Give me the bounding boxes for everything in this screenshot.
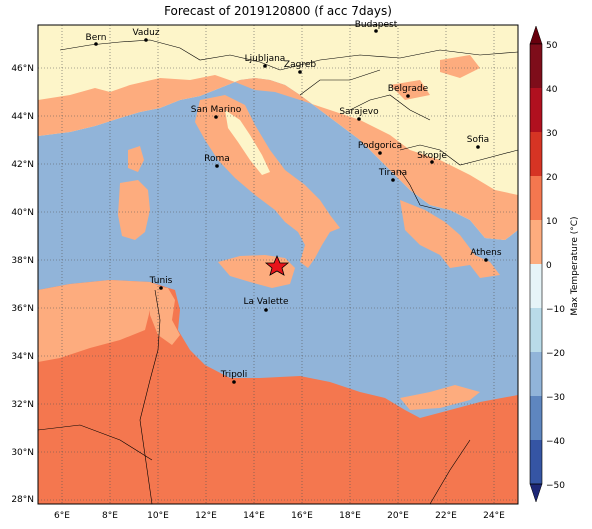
graticule (38, 25, 518, 504)
city-dot (374, 29, 378, 33)
colorbar-segment (530, 352, 542, 396)
lon-tick: 18°E (339, 511, 361, 521)
city-dot (159, 286, 163, 290)
balkan-warm-patch (440, 55, 480, 78)
colorbar-segment (530, 264, 542, 308)
city-label: Sarajevo (339, 107, 379, 117)
colorbar-tick: 50 (546, 41, 558, 51)
lon-tick: 6°E (54, 511, 70, 521)
city-label: San Marino (191, 105, 242, 115)
colorbar-segment (530, 440, 542, 484)
map-frame (37, 24, 519, 505)
africa-coastal-band (38, 280, 165, 362)
greece-warm (400, 200, 500, 278)
lon-axis: 6°E 8°E 10°E 12°E 14°E 16°E 18°E 20°E 22… (54, 511, 505, 521)
city-label: Podgorica (358, 141, 402, 151)
city-dot (144, 38, 148, 42)
city-label: Ljubljana (245, 54, 286, 64)
lat-tick: 38°N (11, 256, 34, 266)
colorbar: 50 40 30 20 10 0 −10 −20 −30 −40 −50 Max… (529, 25, 580, 503)
colorbar-segment (530, 176, 542, 220)
lat-axis: 46°N 44°N 42°N 40°N 38°N 36°N 34°N 32°N … (11, 64, 34, 505)
city-label: Tunis (149, 276, 173, 286)
colorbar-tick: −50 (546, 481, 565, 491)
lat-tick: 34°N (11, 352, 34, 362)
city-dot (406, 94, 410, 98)
city-label: Tripoli (220, 370, 248, 380)
city-dot (264, 308, 268, 312)
colorbar-tick: 40 (546, 85, 558, 95)
lon-tick: 12°E (195, 511, 217, 521)
colorbar-tick: 10 (546, 217, 558, 227)
colorbar-segment (530, 308, 542, 352)
colorbar-segment (530, 88, 542, 132)
lon-tick: 14°E (243, 511, 265, 521)
city-dot (357, 117, 361, 121)
colorbar-frame (529, 43, 543, 485)
lat-tick: 28°N (11, 495, 34, 505)
colorbar-segment (530, 132, 542, 176)
city-dot (263, 64, 267, 68)
city-dot (298, 70, 302, 74)
lat-tick: 40°N (11, 208, 34, 218)
city-label: Sofia (467, 135, 489, 145)
city-label: Skopje (417, 151, 447, 161)
europe-warm-band (38, 75, 518, 240)
lon-tick: 8°E (102, 511, 118, 521)
apennine-cool (225, 110, 270, 175)
city-dot (484, 258, 488, 262)
city-dot (215, 164, 219, 168)
tunisia-coast-band (150, 285, 180, 345)
colorbar-tick: −20 (546, 349, 565, 359)
lat-tick: 36°N (11, 304, 34, 314)
city-label: Roma (204, 154, 230, 164)
city-label: Bern (86, 33, 107, 43)
city-label: Tirana (378, 168, 407, 178)
map-title: Forecast of 2019120800 (f acc 7days) (164, 4, 392, 18)
city-label: La Valette (244, 297, 289, 307)
city-dot (214, 115, 218, 119)
city-dot (476, 145, 480, 149)
lon-tick: 20°E (387, 511, 409, 521)
city-label: Zagreb (284, 60, 316, 70)
lat-tick: 30°N (11, 448, 34, 458)
colorbar-tick: −10 (546, 305, 565, 315)
lon-tick: 24°E (483, 511, 505, 521)
colorbar-segment (530, 44, 542, 88)
city-dot (232, 380, 236, 384)
city-dot (378, 151, 382, 155)
city-dot (94, 42, 98, 46)
colorbar-top-arrow (529, 25, 543, 45)
city-dot (391, 178, 395, 182)
location-star-marker[interactable] (264, 254, 290, 276)
colorbar-tick: 30 (546, 129, 558, 139)
colorbar-bottom-arrow (529, 483, 543, 503)
corsica-land (128, 146, 144, 172)
city-dot (430, 160, 434, 164)
colorbar-label: Max Temperature (°C) (570, 216, 580, 315)
colorbar-tick: 20 (546, 173, 558, 183)
country-borders (38, 39, 518, 504)
colorbar-segment (530, 220, 542, 264)
city-label: Belgrade (388, 84, 429, 94)
colorbar-tick: 0 (546, 261, 552, 271)
lon-tick: 16°E (291, 511, 313, 521)
colorbar-tick: −40 (546, 437, 565, 447)
lat-tick: 44°N (11, 112, 34, 122)
sardinia-land (118, 180, 150, 240)
city-label: Athens (470, 248, 501, 258)
city-label: Budapest (355, 20, 398, 30)
colorbar-segment (530, 396, 542, 440)
balkan-warm-patch-2 (390, 80, 430, 100)
lat-tick: 32°N (11, 400, 34, 410)
lat-tick: 42°N (11, 160, 34, 170)
lon-tick: 10°E (147, 511, 169, 521)
city-markers: Bern Vaduz Budapest Ljubljana Zagreb Bel… (86, 20, 502, 384)
lon-tick: 22°E (435, 511, 457, 521)
city-label: Vaduz (132, 28, 159, 38)
italy-land (195, 95, 340, 268)
colorbar-tick: −30 (546, 393, 565, 403)
lat-tick: 46°N (11, 64, 34, 74)
